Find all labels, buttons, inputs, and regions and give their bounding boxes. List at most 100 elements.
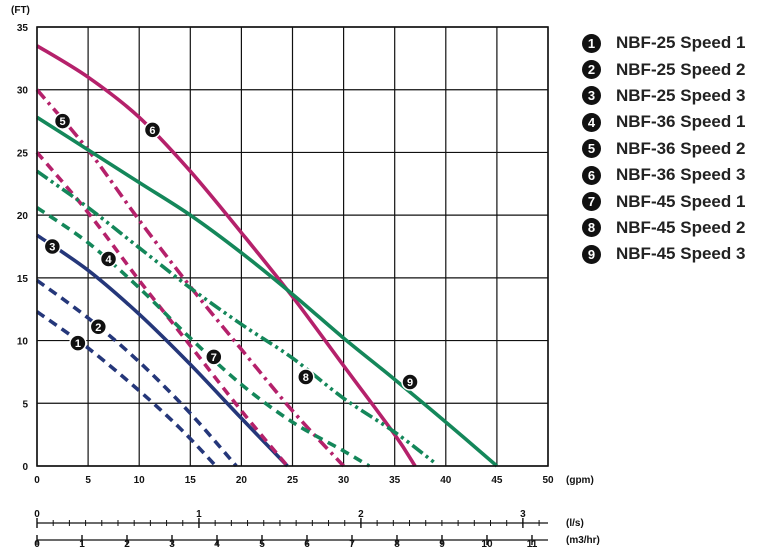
- legend-item: 8 NBF-45 Speed 2: [582, 215, 762, 241]
- secondary-axis-unit: (l/s): [566, 518, 584, 529]
- legend-label: NBF-25 Speed 1: [616, 33, 746, 53]
- secondary-tick-label: 2: [124, 539, 130, 548]
- secondary-tick-label: 6: [304, 539, 310, 548]
- legend-number-badge: 5: [582, 139, 601, 159]
- curve-badge-circle: [297, 368, 315, 386]
- x-tick-label: 45: [491, 475, 503, 486]
- y-tick-label: 25: [17, 148, 29, 159]
- curve-2: [35, 278, 238, 468]
- legend-number-badge: 4: [582, 112, 601, 132]
- curve-badge-number: 1: [75, 338, 81, 350]
- legend-item: 2 NBF-25 Speed 2: [582, 56, 762, 82]
- secondary-tick-label: 9: [439, 539, 445, 548]
- legend: 1 NBF-25 Speed 1 2 NBF-25 Speed 2 3 NBF-25 Sp…: [582, 30, 762, 268]
- curve-badges: 1 2 3 4 5 6 7 8 9: [43, 112, 419, 391]
- curve-badge-number: 3: [49, 242, 55, 254]
- curve-badge-number: 8: [303, 372, 309, 384]
- legend-number-badge: 1: [582, 33, 601, 53]
- y-tick-label: 15: [17, 274, 29, 285]
- curve-badge-number: 4: [105, 254, 112, 266]
- legend-label: NBF-45 Speed 3: [616, 244, 746, 264]
- curve-badge-8: 8: [297, 368, 315, 386]
- curve-badge-5: 5: [53, 112, 72, 130]
- curve-badge-circle: [53, 112, 72, 130]
- legend-number-badge: 8: [582, 218, 601, 238]
- plot-frame: [36, 26, 549, 467]
- legend-item: 3 NBF-25 Speed 3: [582, 83, 762, 109]
- curve-badge-number: 6: [149, 125, 155, 137]
- x-tick-label: 30: [338, 475, 350, 486]
- legend-item: 9 NBF-45 Speed 3: [582, 241, 762, 267]
- curve-badge-circle: [99, 250, 118, 268]
- x-tick-labels: 0 5 10 15 20 25 30 35 40 45 50: [34, 475, 554, 486]
- x-tick-label: 50: [542, 475, 554, 486]
- legend-label: NBF-36 Speed 3: [616, 165, 746, 185]
- curve-badge-1: 1: [69, 334, 87, 352]
- secondary-tick-label: 3: [520, 509, 526, 520]
- legend-label: NBF-25 Speed 2: [616, 59, 746, 79]
- secondary-tick-label: 11: [527, 539, 538, 548]
- secondary-tick-label: 8: [394, 539, 400, 548]
- legend-item: 4 NBF-36 Speed 1: [582, 109, 762, 135]
- curve-badge-circle: [69, 334, 87, 352]
- y-tick-label: 20: [17, 211, 29, 222]
- x-tick-label: 20: [236, 475, 248, 486]
- secondary-tick-label: 2: [358, 509, 364, 520]
- legend-number-badge: 3: [582, 86, 601, 106]
- curve-6: [36, 44, 417, 467]
- x-tick-label: 40: [440, 475, 452, 486]
- curve-badge-number: 7: [211, 352, 217, 364]
- y-axis-unit: (FT): [11, 5, 30, 16]
- curve-3: [35, 233, 289, 468]
- legend-label: NBF-36 Speed 1: [616, 112, 746, 132]
- secondary-tick-label: 10: [481, 539, 493, 548]
- y-tick-label: 10: [17, 337, 29, 348]
- y-tick-label: 0: [22, 462, 28, 473]
- legend-label: NBF-25 Speed 3: [616, 85, 746, 105]
- curve-1: [35, 310, 218, 468]
- secondary-tick-label: 5: [259, 539, 265, 548]
- curve-badge-9: 9: [401, 373, 419, 391]
- legend-label: NBF-45 Speed 1: [616, 191, 746, 211]
- secondary-tick-label: 1: [79, 539, 85, 548]
- y-tick-labels: 0 5 10 15 20 25 30 35: [17, 23, 29, 473]
- x-tick-label: 5: [85, 475, 91, 486]
- secondary-tick-label: 0: [34, 509, 40, 520]
- legend-number-badge: 7: [582, 192, 601, 212]
- curve-badge-circle: [205, 348, 223, 366]
- y-tick-label: 5: [22, 399, 28, 410]
- curve-badge-circle: [143, 121, 162, 139]
- curve-badge-number: 9: [407, 377, 413, 389]
- curve-4: [35, 151, 289, 468]
- legend-item: 5 NBF-36 Speed 2: [582, 136, 762, 162]
- curve-badge-7: 7: [205, 348, 223, 366]
- curve-badge-circle: [401, 373, 419, 391]
- x-axis-unit: (gpm): [566, 475, 594, 486]
- legend-label: NBF-36 Speed 2: [616, 138, 746, 158]
- legend-number-badge: 6: [582, 165, 601, 185]
- secondary-tick-label: 1: [196, 509, 202, 520]
- secondary-tick-label: 4: [214, 539, 220, 548]
- x-tick-label: 15: [185, 475, 197, 486]
- curve-badge-6: 6: [143, 121, 162, 139]
- legend-label: NBF-45 Speed 2: [616, 217, 746, 237]
- x-tick-label: 25: [287, 475, 299, 486]
- curve-7: [35, 206, 371, 468]
- x-tick-label: 35: [389, 475, 401, 486]
- legend-item: 7 NBF-45 Speed 1: [582, 188, 762, 214]
- legend-item: 1 NBF-25 Speed 1: [582, 30, 762, 56]
- x-tick-label: 0: [34, 475, 40, 486]
- x-tick-label: 10: [134, 475, 146, 486]
- legend-number-badge: 2: [582, 60, 601, 80]
- legend-item: 6 NBF-36 Speed 3: [582, 162, 762, 188]
- secondary-axis-unit: (m3/hr): [566, 535, 600, 546]
- secondary-tick-label: 3: [169, 539, 175, 548]
- curve-9: [36, 115, 499, 468]
- y-tick-label: 35: [17, 23, 29, 34]
- legend-number-badge: 9: [582, 244, 601, 264]
- secondary-tick-label: 0: [34, 539, 40, 548]
- curve-badge-3: 3: [43, 237, 62, 256]
- curve-badge-circle: [43, 237, 62, 256]
- curve-badge-number: 2: [95, 322, 101, 334]
